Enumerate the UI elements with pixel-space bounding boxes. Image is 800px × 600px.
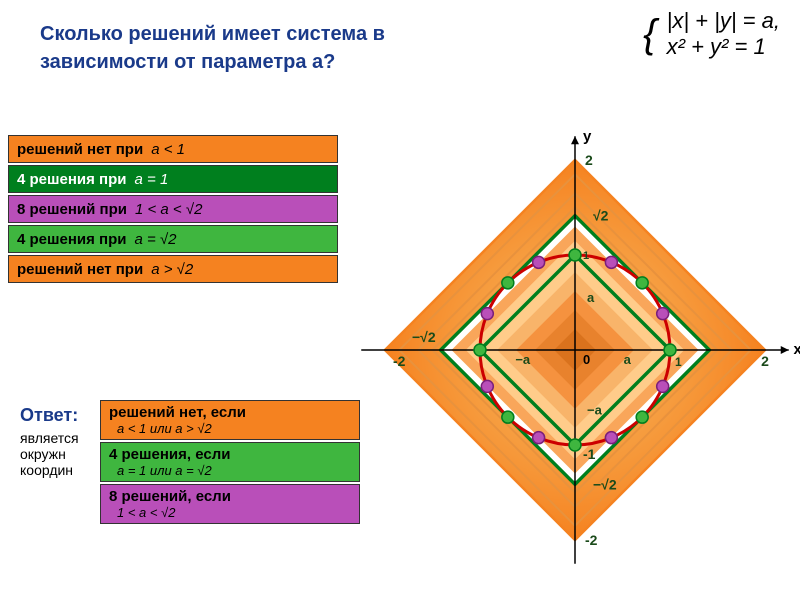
svg-text:−a: −a xyxy=(587,402,603,417)
equation-2: x² + y² = 1 xyxy=(667,34,766,59)
svg-text:√2: √2 xyxy=(593,208,609,224)
svg-text:-2: -2 xyxy=(393,353,406,369)
svg-text:2: 2 xyxy=(761,353,769,369)
answer-bar-0: решений нет, еслиa < 1 или a > √2 xyxy=(100,400,360,440)
bar-condition: 1 < a < √2 xyxy=(117,505,175,520)
condition-bar-1: 4 решения при a = 1 xyxy=(8,165,338,193)
condition-bar-0: решений нет при a < 1 xyxy=(8,135,338,163)
svg-text:0: 0 xyxy=(583,352,590,367)
condition-bar-4: решений нет при a > √2 xyxy=(8,255,338,283)
equation-1: |x| + |y| = a, xyxy=(667,8,780,33)
answer-bar-2: 8 решений, если1 < a < √2 xyxy=(100,484,360,524)
svg-text:−√2: −√2 xyxy=(593,476,617,492)
bar-condition: a = 1 или a = √2 xyxy=(117,463,212,478)
svg-text:-1: -1 xyxy=(583,446,596,462)
condition-bars: решений нет при a < 1 4 решения при a = 1 8 … xyxy=(8,135,338,285)
bar-label: 4 решения, если xyxy=(109,446,230,463)
bar-label: решений нет при xyxy=(17,261,143,278)
condition-bar-3: 4 решения при a = √2 xyxy=(8,225,338,253)
svg-text:x: x xyxy=(794,341,800,358)
page-title: Сколько решений имеет система в зависимо… xyxy=(40,20,390,76)
bar-label: 8 решений при xyxy=(17,201,127,218)
equation-system: { |x| + |y| = a, x² + y² = 1 xyxy=(643,8,780,61)
condition-bar-2: 8 решений при 1 < a < √2 xyxy=(8,195,338,223)
svg-text:-2: -2 xyxy=(585,532,598,548)
svg-text:y: y xyxy=(583,128,592,145)
answer-label: Ответ: xyxy=(20,405,78,426)
bar-label: решений нет, если xyxy=(109,404,246,421)
bar-label: 4 решения при xyxy=(17,231,127,248)
partial-hidden-text: является окружн координ xyxy=(20,430,79,478)
bar-condition: 1 < a < √2 xyxy=(135,201,202,218)
bar-condition: a > √2 xyxy=(151,261,193,278)
bar-label: 4 решения при xyxy=(17,171,127,188)
system-brace: { xyxy=(643,12,656,57)
bar-condition: a < 1 или a > √2 xyxy=(117,421,212,436)
svg-text:a: a xyxy=(587,290,595,305)
svg-text:1: 1 xyxy=(583,250,589,262)
bar-condition: a = √2 xyxy=(135,231,177,248)
bar-label: 8 решений, если xyxy=(109,488,231,505)
svg-text:a: a xyxy=(624,352,632,367)
svg-text:1: 1 xyxy=(675,355,682,369)
bar-label: решений нет при xyxy=(17,141,143,158)
answer-bar-1: 4 решения, еслиa = 1 или a = √2 xyxy=(100,442,360,482)
bar-condition: a = 1 xyxy=(135,171,169,188)
bar-condition: a < 1 xyxy=(151,141,185,158)
svg-text:−a: −a xyxy=(515,352,531,367)
svg-text:2: 2 xyxy=(585,152,593,168)
svg-text:−√2: −√2 xyxy=(412,329,436,345)
answer-bars: решений нет, еслиa < 1 или a > √24 решен… xyxy=(100,400,360,526)
diagram: 2 -2 2 -2 1 1 -1 0 x y √2 −√2 −√2 a −a a −a xyxy=(350,125,800,575)
